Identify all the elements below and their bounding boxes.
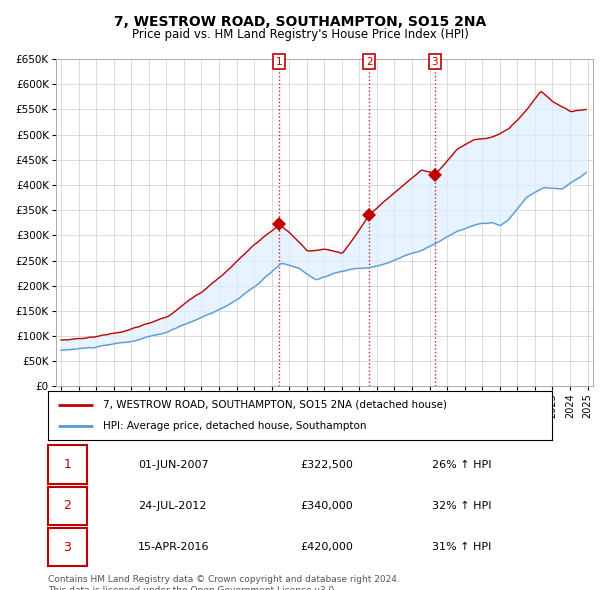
Text: 7, WESTROW ROAD, SOUTHAMPTON, SO15 2NA (detached house): 7, WESTROW ROAD, SOUTHAMPTON, SO15 2NA (… — [103, 399, 448, 409]
Text: 1: 1 — [64, 458, 71, 471]
Text: 01-JUN-2007: 01-JUN-2007 — [138, 460, 209, 470]
Text: 2: 2 — [64, 499, 71, 513]
Text: 15-APR-2016: 15-APR-2016 — [138, 542, 209, 552]
Text: £420,000: £420,000 — [300, 542, 353, 552]
Text: 32% ↑ HPI: 32% ↑ HPI — [432, 501, 491, 511]
Text: 31% ↑ HPI: 31% ↑ HPI — [432, 542, 491, 552]
Text: 3: 3 — [64, 540, 71, 554]
Text: 24-JUL-2012: 24-JUL-2012 — [138, 501, 206, 511]
Text: Price paid vs. HM Land Registry's House Price Index (HPI): Price paid vs. HM Land Registry's House … — [131, 28, 469, 41]
Text: £322,500: £322,500 — [300, 460, 353, 470]
Text: £340,000: £340,000 — [300, 501, 353, 511]
Text: 3: 3 — [431, 57, 438, 67]
Text: 26% ↑ HPI: 26% ↑ HPI — [432, 460, 491, 470]
Text: HPI: Average price, detached house, Southampton: HPI: Average price, detached house, Sout… — [103, 421, 367, 431]
Text: 7, WESTROW ROAD, SOUTHAMPTON, SO15 2NA: 7, WESTROW ROAD, SOUTHAMPTON, SO15 2NA — [114, 15, 486, 29]
Text: 1: 1 — [276, 57, 283, 67]
Text: 2: 2 — [366, 57, 373, 67]
Text: Contains HM Land Registry data © Crown copyright and database right 2024.
This d: Contains HM Land Registry data © Crown c… — [48, 575, 400, 590]
